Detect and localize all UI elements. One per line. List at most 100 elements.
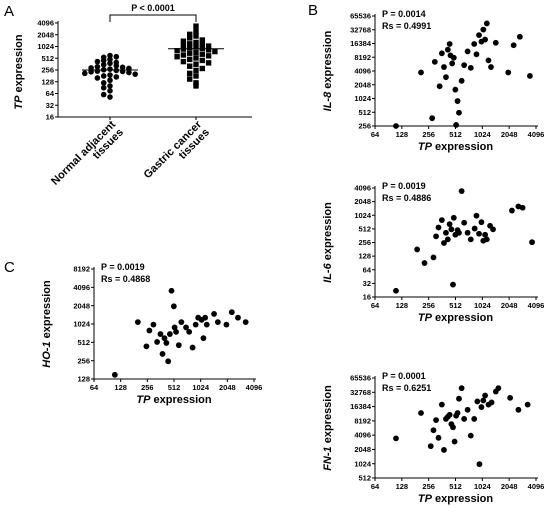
b2-y-tick-label: 2048 bbox=[354, 197, 371, 206]
a-data-point bbox=[193, 28, 199, 35]
b3-y-tick-label: 4096 bbox=[354, 431, 371, 440]
b1-data-point bbox=[454, 98, 461, 104]
a-data-point bbox=[199, 65, 205, 72]
b2-data-point bbox=[450, 281, 456, 288]
b3-data-point bbox=[441, 447, 447, 453]
b3-data-point bbox=[458, 385, 465, 392]
a-data-point bbox=[187, 31, 193, 38]
b3-data-point bbox=[515, 406, 522, 413]
c-y-tick-label: 1024 bbox=[73, 320, 91, 329]
c-data-point bbox=[170, 303, 177, 310]
b3-x-tick-label: 64 bbox=[371, 482, 380, 491]
a-data-point bbox=[187, 50, 193, 56]
b2-data-point bbox=[443, 229, 449, 236]
b2-x-tick-label: 512 bbox=[449, 301, 462, 310]
b3-data-point bbox=[474, 398, 481, 405]
b2-x-tick-label: 2048 bbox=[501, 301, 518, 310]
b1-data-point bbox=[438, 50, 445, 57]
b1-data-point bbox=[482, 36, 489, 43]
a-y-tick-label: 64 bbox=[46, 89, 55, 98]
c-data-point bbox=[171, 324, 178, 331]
a-data-point bbox=[174, 54, 180, 60]
a-y-tick-label: 512 bbox=[41, 54, 54, 63]
c-data-point bbox=[186, 328, 193, 335]
a-data-point bbox=[199, 57, 205, 64]
b3-x-tick-label: 1024 bbox=[474, 482, 492, 491]
b2-data-point bbox=[478, 219, 485, 226]
b1-data-point bbox=[464, 48, 471, 55]
b2-x-tick-label: 64 bbox=[371, 301, 380, 310]
b3-data-point bbox=[433, 417, 439, 423]
b1-x-tick-label: 128 bbox=[396, 130, 409, 139]
b2-data-point bbox=[414, 246, 421, 253]
c-x-tick-label: 2048 bbox=[219, 383, 236, 392]
c-x-tick-label: 512 bbox=[168, 383, 181, 392]
b3-data-point bbox=[451, 438, 458, 445]
b2-y-tick-label: 16 bbox=[363, 293, 371, 302]
b2-data-point bbox=[490, 226, 496, 233]
b3-y-tick-label: 512 bbox=[358, 474, 371, 483]
b3-y-tick-label: 32768 bbox=[350, 388, 371, 397]
c-y-tick-label: 128 bbox=[77, 375, 90, 384]
a-data-point bbox=[94, 58, 101, 65]
a-data-point bbox=[193, 61, 199, 67]
a-data-point bbox=[180, 58, 187, 65]
b3-data-point bbox=[482, 392, 489, 399]
b1-y-tick-label: 512 bbox=[358, 108, 371, 117]
a-data-point bbox=[107, 83, 113, 89]
b1-data-point bbox=[429, 115, 436, 122]
c-data-point bbox=[154, 339, 161, 345]
b3-data-point bbox=[478, 404, 485, 410]
a-data-point bbox=[193, 73, 199, 79]
b1-rs-value: Rs = 0.4991 bbox=[382, 21, 431, 31]
b1-y-tick-label: 8192 bbox=[354, 53, 371, 62]
b1-y-tick-label: 16384 bbox=[350, 39, 372, 48]
b2-data-point bbox=[458, 188, 465, 194]
b1-data-point bbox=[492, 39, 499, 46]
a-data-point bbox=[193, 39, 199, 46]
b3-p-value: P = 0.0001 bbox=[382, 371, 426, 381]
c-data-point bbox=[202, 314, 209, 321]
b1-y-tick-label: 256 bbox=[358, 122, 371, 131]
a-data-point bbox=[100, 80, 107, 86]
c-data-point bbox=[223, 321, 230, 328]
b1-x-tick-label: 512 bbox=[449, 130, 462, 139]
a-data-point bbox=[100, 73, 107, 79]
b3-y-tick-label: 65536 bbox=[350, 374, 371, 383]
a-y-tick-label: 1024 bbox=[37, 42, 55, 51]
b3-y-tick-label: 16384 bbox=[350, 402, 372, 411]
a-data-point bbox=[126, 69, 132, 76]
b1-x-tick-label: 4096 bbox=[528, 130, 545, 139]
a-data-point bbox=[193, 80, 199, 86]
b2-data-point bbox=[393, 287, 399, 294]
c-data-point bbox=[235, 314, 241, 321]
c-data-point bbox=[173, 328, 179, 335]
b1-x-tick-label: 1024 bbox=[474, 130, 492, 139]
b2-y-tick-label: 512 bbox=[358, 224, 371, 233]
b1-data-point bbox=[449, 60, 456, 67]
a-data-point bbox=[193, 44, 199, 50]
a-data-point bbox=[199, 51, 205, 57]
b2-data-point bbox=[519, 204, 526, 211]
b2-y-tick-label: 256 bbox=[358, 238, 371, 247]
b1-data-point bbox=[510, 42, 517, 49]
c-data-point bbox=[111, 371, 118, 378]
a-data-point bbox=[94, 75, 101, 81]
b3-data-point bbox=[446, 411, 453, 418]
a-data-point bbox=[107, 66, 113, 72]
b1-y-tick-label: 2048 bbox=[354, 80, 371, 89]
b1-data-point bbox=[393, 123, 399, 129]
a-data-point bbox=[187, 76, 193, 82]
b2-data-point bbox=[448, 226, 455, 233]
a-data-point bbox=[88, 65, 94, 71]
b3-x-tick-label: 512 bbox=[449, 482, 462, 491]
b3-x-tick-label: 2048 bbox=[501, 482, 518, 491]
b3-data-point bbox=[456, 395, 462, 402]
a-data-point bbox=[180, 42, 187, 48]
b3-data-point bbox=[393, 435, 399, 442]
b2-y-tick-label: 64 bbox=[363, 265, 372, 274]
b2-data-point bbox=[450, 214, 457, 221]
c-data-point bbox=[228, 309, 235, 316]
a-data-point bbox=[113, 62, 120, 69]
b3-x-tick-label: 128 bbox=[396, 482, 409, 491]
